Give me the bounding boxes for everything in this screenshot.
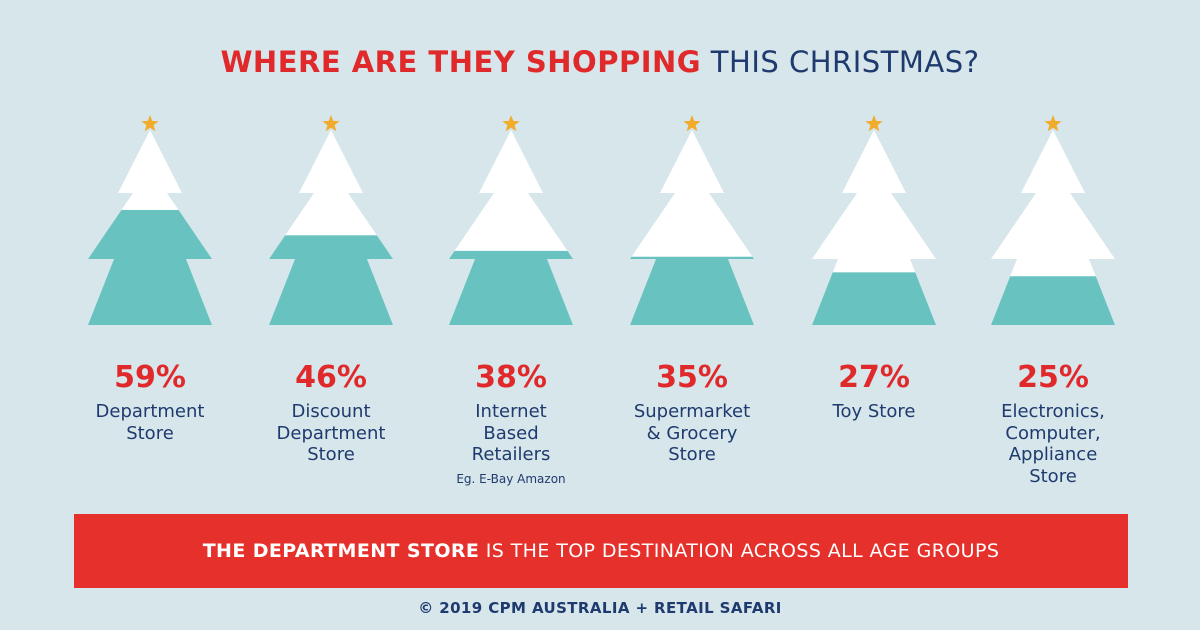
star-icon	[322, 115, 340, 132]
tree-chart	[88, 115, 1115, 325]
percent-label-0: 59%	[114, 360, 186, 395]
star-icon	[141, 115, 159, 132]
tree-fill-bar	[88, 209, 212, 325]
page-title: WHERE ARE THEY SHOPPING THIS CHRISTMAS?	[0, 44, 1200, 80]
percent-label-2: 38%	[475, 360, 547, 395]
star-icon	[502, 115, 520, 132]
summary-banner: THE DEPARTMENT STORE IS THE TOP DESTINAT…	[74, 514, 1128, 588]
category-note-2: Eg. E-Bay Amazon	[456, 472, 566, 486]
percent-label-3: 35%	[656, 360, 728, 395]
star-icon	[865, 115, 883, 132]
category-label-2: Internet Based Retailers	[471, 401, 551, 465]
tree-fill-bar	[449, 250, 573, 325]
title-rest: THIS CHRISTMAS?	[710, 45, 980, 79]
tree-0	[88, 115, 212, 325]
percent-label-5: 25%	[1017, 360, 1089, 395]
star-icon	[683, 115, 701, 132]
star-icon	[1044, 115, 1062, 132]
category-label-1: Discount Department Store	[276, 401, 386, 465]
tree-1	[269, 115, 393, 325]
percent-label-1: 46%	[295, 360, 367, 395]
tree-2	[449, 115, 573, 325]
title-highlight: WHERE ARE THEY SHOPPING	[220, 45, 702, 79]
category-label-3: Supermarket & Grocery Store	[633, 401, 751, 465]
category-label-4: Toy Store	[832, 401, 916, 422]
copyright-footer: © 2019 CPM AUSTRALIA + RETAIL SAFARI	[418, 599, 782, 617]
tree-fill-bar	[269, 235, 393, 325]
category-label-0: Department Store	[95, 401, 205, 444]
banner-rest: IS THE TOP DESTINATION ACROSS ALL AGE GR…	[485, 540, 1000, 562]
category-label-5: Electronics, Computer, Appliance Store	[1001, 401, 1105, 487]
tree-fill-bar	[630, 256, 754, 325]
tree-4	[812, 115, 936, 325]
tree-fill-bar	[812, 272, 936, 325]
tree-3	[630, 115, 754, 325]
percent-label-4: 27%	[838, 360, 910, 395]
tree-5	[991, 115, 1115, 325]
banner-highlight: THE DEPARTMENT STORE	[202, 540, 480, 562]
tree-fill-bar	[991, 276, 1115, 325]
